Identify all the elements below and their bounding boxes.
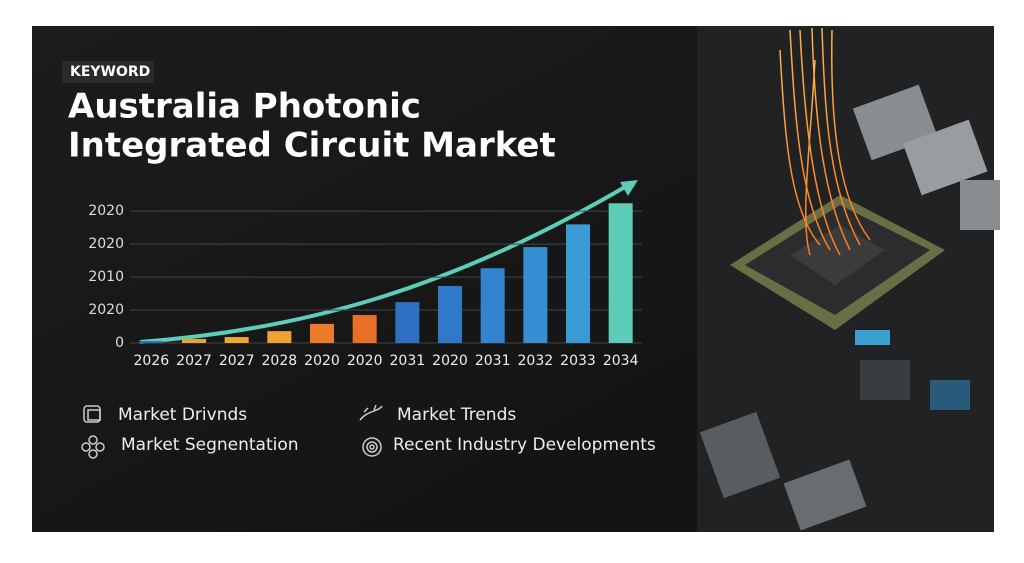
feature-label: Market Drivnds <box>118 405 247 425</box>
x-tick-label: 2020 <box>347 353 383 369</box>
bar <box>438 285 462 343</box>
x-tick-label: 2028 <box>262 353 298 369</box>
x-tick-label: 2027 <box>219 353 255 369</box>
bar <box>182 339 206 343</box>
bar <box>566 224 590 343</box>
y-tick-label: 2020 <box>88 236 124 252</box>
y-tick-label: 2020 <box>88 302 124 318</box>
badge: KEYWORD <box>70 64 150 80</box>
bar <box>352 314 377 343</box>
bar <box>480 268 505 343</box>
x-tick-label: 2032 <box>518 353 554 369</box>
feature-label: Market Trends <box>397 405 516 425</box>
x-tick-label: 2034 <box>603 353 639 369</box>
bar <box>310 323 334 343</box>
feature-icons <box>81 404 383 459</box>
x-tick-label: 2020 <box>304 353 340 369</box>
bar <box>608 203 633 343</box>
trend-arrow <box>139 182 632 344</box>
feature-label: Recent Industry Developments <box>393 435 656 455</box>
x-tick-label: 2033 <box>560 353 596 369</box>
bar <box>139 341 164 343</box>
x-tick-label: 2020 <box>432 353 468 369</box>
y-tick-label: 0 <box>115 335 124 351</box>
badge-bg <box>62 61 154 83</box>
y-tick-label: 2010 <box>88 269 124 285</box>
y-tick-label: 2020 <box>88 203 124 219</box>
x-tick-label: 2031 <box>390 353 426 369</box>
chip-photo <box>697 26 1000 532</box>
trend-arrowhead <box>620 180 638 196</box>
bar <box>523 247 548 343</box>
x-tick-label: 2031 <box>475 353 511 369</box>
x-tick-label: 2027 <box>176 353 212 369</box>
x-tick-label: 2026 <box>134 353 170 369</box>
bar <box>224 337 249 343</box>
feature-label: Market Segnentation <box>121 435 299 455</box>
title: Australia Photonic <box>68 87 421 127</box>
title: Integrated Circuit Market <box>68 126 556 166</box>
bar <box>267 331 292 343</box>
bar <box>395 302 420 343</box>
